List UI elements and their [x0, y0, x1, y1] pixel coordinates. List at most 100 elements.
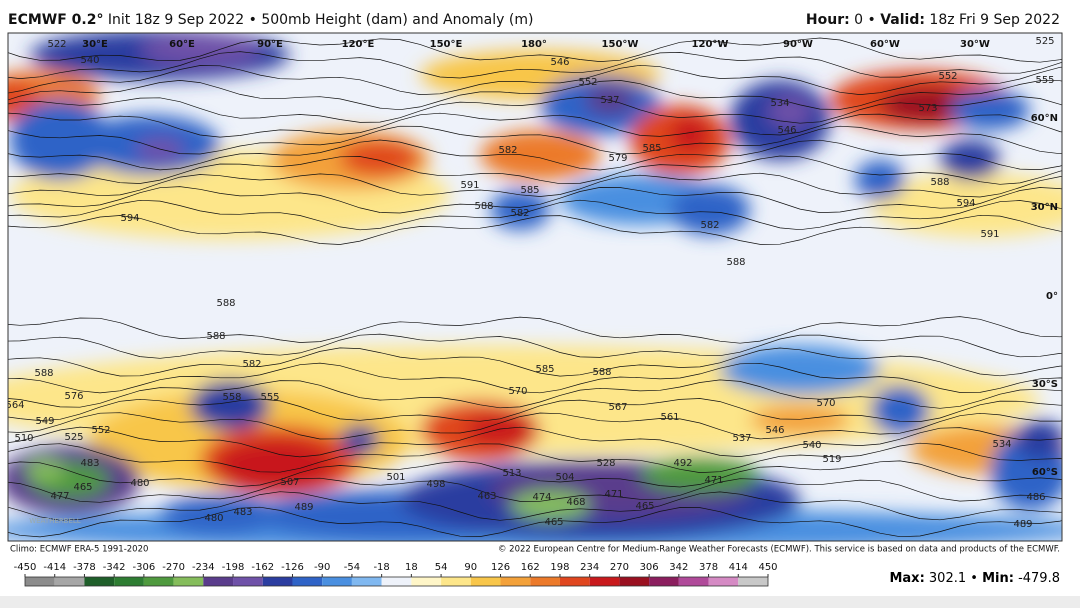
colorbar-label: 414	[729, 562, 748, 573]
contour-line	[8, 460, 1062, 488]
map-frame	[7, 32, 1063, 542]
contour-label: 483	[80, 458, 99, 469]
contour-label: 522	[47, 39, 66, 50]
anomaly-blob	[750, 405, 850, 435]
contour-line	[8, 412, 1062, 440]
colorbar-swatch	[649, 577, 679, 586]
contour-line	[8, 362, 1062, 394]
latitude-label: 30°N	[1031, 202, 1058, 213]
contour-label: 576	[64, 391, 83, 402]
anomaly-blob	[215, 440, 335, 490]
contour-line	[8, 80, 1062, 111]
anomaly-blob	[340, 140, 420, 176]
anomaly-blob	[870, 173, 1062, 237]
contour-label: 474	[532, 492, 551, 503]
colorbar-label: 342	[669, 562, 688, 573]
contour-label: 510	[14, 433, 33, 444]
contour-label: 588	[216, 298, 235, 309]
anomaly-blob	[855, 160, 905, 200]
colorbar-swatch	[54, 577, 85, 586]
colorbar-swatch	[619, 577, 650, 586]
contour-label: 465	[635, 501, 654, 512]
map-labels: 522 540 525 546 552 552 555 573 537 534 546 582 579 5…	[8, 36, 1058, 530]
anomaly-blob	[25, 458, 65, 482]
colorbar-label: -378	[73, 562, 96, 573]
contour-line	[8, 125, 1062, 155]
colorbar-swatch	[441, 577, 471, 586]
contour-line	[8, 214, 1062, 245]
colorbar-label: 378	[699, 562, 718, 573]
contour-label: 555	[1035, 75, 1054, 86]
colorbar-label: -90	[314, 562, 330, 573]
contour-line	[8, 442, 1062, 473]
anomaly-field	[8, 33, 1062, 541]
contour-label: 594	[956, 198, 975, 209]
header-valid: Hour: 0 • Valid: 18z Fri 9 Sep 2022	[806, 12, 1060, 28]
contour-line	[8, 64, 1062, 95]
contour-label: 582	[700, 220, 719, 231]
colorbar-label: -342	[103, 562, 126, 573]
colorbar-swatch	[589, 577, 620, 586]
max-min: Max: 302.1 • Min: -479.8	[889, 571, 1060, 586]
contour-label: 552	[578, 77, 597, 88]
colorbar-swatch	[114, 577, 144, 586]
latitude-label: 30°S	[1032, 379, 1058, 390]
colorbar-swatch	[530, 577, 560, 586]
contour-line	[8, 316, 1062, 344]
colorbar-label: -54	[344, 562, 360, 573]
colorbar-swatch	[678, 577, 709, 586]
colorbar-swatch	[559, 577, 590, 586]
anomaly-blob	[640, 457, 760, 493]
colorbar-swatch	[708, 577, 739, 586]
contour-label: 585	[535, 364, 554, 375]
contour-line	[8, 199, 1062, 231]
colorbar-label: -18	[373, 562, 389, 573]
contour-label: 468	[566, 497, 585, 508]
contour-label: 573	[918, 103, 937, 114]
colorbar-label: -126	[281, 562, 304, 573]
colorbar-label: 18	[405, 562, 418, 573]
copyright: © 2022 European Centre for Medium-Range …	[498, 545, 1060, 555]
anomaly-blob	[768, 97, 812, 127]
contour-label: 582	[242, 359, 261, 370]
anomaly-blob	[950, 90, 1030, 130]
colorbar-label: 270	[610, 562, 629, 573]
anomaly-blob	[670, 185, 750, 235]
contour-label: 588	[930, 177, 949, 188]
climo-note: Climo: ECMWF ERA-5 1991-2020	[10, 545, 148, 555]
anomaly-blob	[160, 495, 280, 535]
colorbar-swatch	[173, 577, 204, 586]
contour-label: 501	[386, 472, 405, 483]
contour-label: 528	[596, 458, 615, 469]
colorbar-border	[24, 576, 769, 587]
colorbar-swatch	[84, 577, 115, 586]
colorbar: -450 -414 -378 -342 -306 -270 -234 -198 -162 -126…	[14, 562, 778, 587]
colorbar-swatch	[262, 577, 293, 586]
longitude-label: 120°E	[342, 39, 375, 50]
longitude-label: 60°W	[870, 39, 900, 50]
colorbar-label: -198	[222, 562, 245, 573]
latitude-label: 60°N	[1031, 113, 1058, 124]
contour-label: 471	[704, 475, 723, 486]
contour-label: 486	[1026, 492, 1045, 503]
contour-label: 513	[502, 468, 521, 479]
contour-label: 519	[822, 454, 841, 465]
colorbar-swatch	[143, 577, 174, 586]
contour-label: 537	[732, 433, 751, 444]
contour-label: 465	[544, 517, 563, 528]
colorbar-swatch	[203, 577, 234, 586]
contour-label: 540	[802, 440, 821, 451]
anomaly-blob	[870, 385, 930, 435]
colorbar-label: -270	[162, 562, 185, 573]
contour-label: 471	[604, 489, 623, 500]
anomaly-blob	[720, 345, 880, 395]
contour-line	[8, 186, 1062, 214]
contour-line	[8, 398, 1062, 422]
colorbar-label: 450	[758, 562, 777, 573]
colorbar-swatch	[381, 577, 412, 586]
colorbar-swatch	[25, 577, 55, 586]
contour-label: 582	[498, 145, 517, 156]
colorbar-label: 162	[521, 562, 540, 573]
longitude-label: 90°E	[257, 39, 283, 50]
contour-label: 465	[73, 482, 92, 493]
